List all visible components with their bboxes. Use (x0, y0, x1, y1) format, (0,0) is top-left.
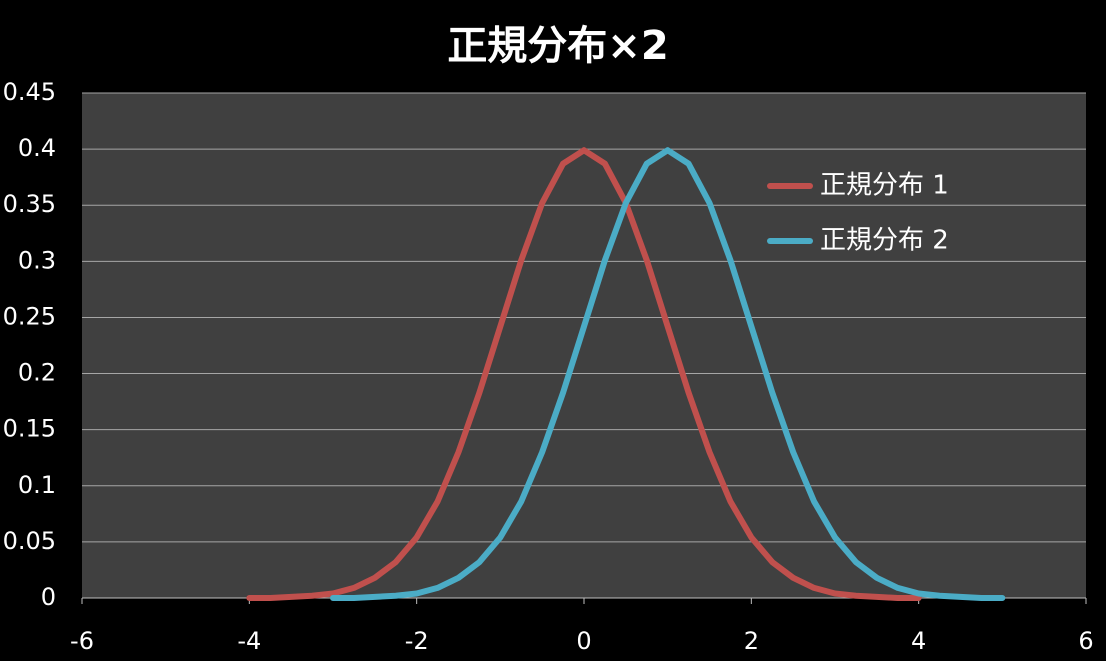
x-tick-label: -6 (70, 627, 94, 655)
y-tick-label: 0 (41, 583, 56, 611)
x-tick-label: -4 (237, 627, 261, 655)
y-tick-label: 0.45 (3, 78, 56, 106)
y-tick-label: 0.3 (18, 246, 56, 274)
x-tick-label: 4 (911, 627, 926, 655)
y-tick-label: 0.2 (18, 359, 56, 387)
y-tick-label: 0.05 (3, 527, 56, 555)
x-tick-label: 6 (1078, 627, 1093, 655)
legend-label: 正規分布 2 (820, 226, 949, 256)
y-tick-label: 0.15 (3, 415, 56, 443)
x-tick-label: 2 (744, 627, 759, 655)
y-tick-label: 0.4 (18, 134, 56, 162)
line-series (246, 147, 922, 601)
plot-area (82, 93, 1086, 598)
legend-label: 正規分布 1 (820, 171, 949, 201)
x-tick-label: -2 (405, 627, 429, 655)
y-tick-label: 0.1 (18, 471, 56, 499)
y-tick-label: 0.35 (3, 190, 56, 218)
chart-title: 正規分布×2 (447, 23, 668, 69)
x-tick-label: 0 (576, 627, 591, 655)
y-tick-label: 0.25 (3, 302, 56, 330)
line-series (330, 147, 1006, 601)
